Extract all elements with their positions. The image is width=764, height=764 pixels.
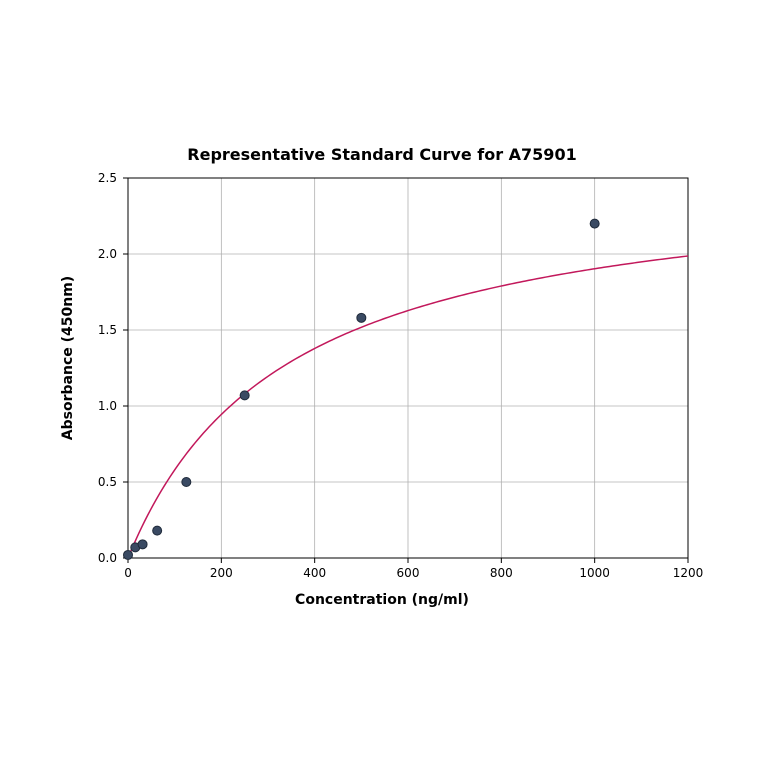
y-tick-label: 0.0 bbox=[98, 551, 117, 565]
y-tick-label: 2.5 bbox=[98, 171, 117, 185]
chart-title: Representative Standard Curve for A75901 bbox=[0, 145, 764, 164]
x-tick-label: 800 bbox=[490, 566, 513, 580]
data-point bbox=[124, 550, 133, 559]
data-point bbox=[357, 313, 366, 322]
data-point bbox=[240, 391, 249, 400]
x-tick-label: 1200 bbox=[673, 566, 704, 580]
data-point bbox=[138, 540, 147, 549]
y-tick-label: 2.0 bbox=[98, 247, 117, 261]
y-tick-label: 1.5 bbox=[98, 323, 117, 337]
x-axis-label: Concentration (ng/ml) bbox=[0, 592, 764, 608]
data-point bbox=[153, 526, 162, 535]
data-point bbox=[590, 219, 599, 228]
data-point bbox=[182, 478, 191, 487]
y-tick-label: 0.5 bbox=[98, 475, 117, 489]
x-tick-label: 600 bbox=[397, 566, 420, 580]
chart-canvas: Representative Standard Curve for A75901… bbox=[0, 0, 764, 764]
x-tick-label: 1000 bbox=[579, 566, 610, 580]
plot-svg: 0200400600800100012000.00.51.01.52.02.5 bbox=[128, 178, 688, 558]
y-axis-label: Absorbance (450nm) bbox=[60, 148, 76, 568]
plot-area: 0200400600800100012000.00.51.01.52.02.5 bbox=[128, 178, 688, 558]
x-tick-label: 400 bbox=[303, 566, 326, 580]
x-tick-label: 200 bbox=[210, 566, 233, 580]
y-tick-label: 1.0 bbox=[98, 399, 117, 413]
x-tick-label: 0 bbox=[124, 566, 132, 580]
